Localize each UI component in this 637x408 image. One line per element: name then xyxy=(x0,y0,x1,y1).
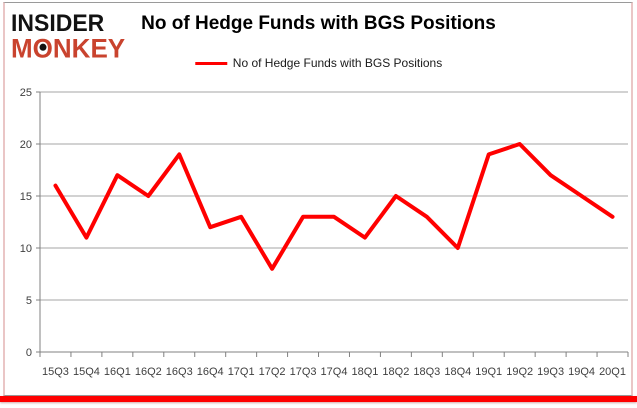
chart-panel-border xyxy=(3,2,633,396)
legend-label: No of Hedge Funds with BGS Positions xyxy=(232,56,443,70)
y-tick-label: 0 xyxy=(26,347,32,359)
x-tick-label: 17Q1 xyxy=(228,366,255,378)
bottom-red-accent-bar xyxy=(0,396,637,402)
y-tick-label: 15 xyxy=(20,191,32,203)
x-tick-label: 18Q3 xyxy=(413,366,440,378)
insider-monkey-logo: INSIDER MONKEY xyxy=(11,8,125,62)
chart-title: No of Hedge Funds with BGS Positions xyxy=(141,13,496,34)
x-tick-label: 15Q3 xyxy=(42,366,69,378)
x-tick-label: 19Q4 xyxy=(568,366,595,378)
x-tick-label: 19Q2 xyxy=(506,366,533,378)
x-tick-label: 16Q3 xyxy=(166,366,193,378)
y-tick-label: 5 xyxy=(26,295,32,307)
logo-monkey-o: O xyxy=(33,35,53,62)
x-tick-label: 16Q2 xyxy=(135,366,162,378)
series-line xyxy=(53,142,615,271)
legend: No of Hedge Funds with BGS Positions xyxy=(194,56,443,70)
x-tick-label: 15Q4 xyxy=(73,366,100,378)
monkey-eye-dot-icon xyxy=(39,43,47,51)
x-tick-label: 19Q1 xyxy=(475,366,502,378)
logo-monkey-m: M xyxy=(11,32,33,64)
logo-monkey-nkey: NKEY xyxy=(52,32,126,64)
x-tick-label: 17Q2 xyxy=(259,366,286,378)
y-tick-label: 20 xyxy=(20,139,32,151)
x-tick-label: 20Q1 xyxy=(599,366,626,378)
x-tick-label: 17Q4 xyxy=(321,366,348,378)
legend-line-swatch xyxy=(194,61,227,65)
x-tick-label: 18Q2 xyxy=(382,366,409,378)
x-tick-label: 16Q1 xyxy=(104,366,131,378)
y-tick-label: 25 xyxy=(20,87,32,99)
x-tick-label: 16Q4 xyxy=(197,366,224,378)
logo-monkey-text: MONKEY xyxy=(11,35,125,62)
x-tick-label: 19Q3 xyxy=(537,366,564,378)
y-tick-label: 10 xyxy=(20,243,32,255)
logo-insider-text: INSIDER xyxy=(11,8,105,37)
x-tick-label: 18Q1 xyxy=(351,366,378,378)
x-tick-label: 18Q4 xyxy=(444,366,471,378)
x-tick-label: 17Q3 xyxy=(290,366,317,378)
